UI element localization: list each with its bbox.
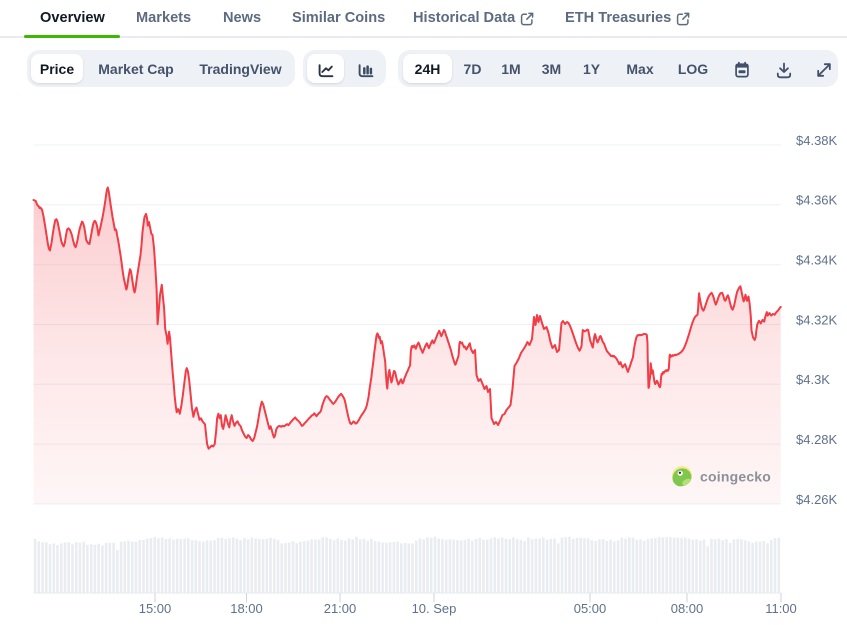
svg-text:$4.26K: $4.26K (796, 492, 838, 507)
svg-text:$4.34K: $4.34K (796, 253, 838, 268)
svg-text:08:00: 08:00 (671, 601, 704, 616)
svg-text:11:00: 11:00 (765, 601, 797, 616)
svg-text:21:00: 21:00 (324, 601, 357, 616)
svg-text:15:00: 15:00 (139, 601, 172, 616)
svg-text:coingecko: coingecko (700, 469, 771, 485)
svg-text:$4.36K: $4.36K (796, 193, 838, 208)
svg-text:$4.38K: $4.38K (796, 133, 838, 148)
svg-text:$4.3K: $4.3K (796, 372, 830, 387)
svg-text:10. Sep: 10. Sep (412, 601, 457, 616)
svg-text:$4.32K: $4.32K (796, 312, 838, 327)
svg-text:$4.28K: $4.28K (796, 432, 838, 447)
svg-text:05:00: 05:00 (574, 601, 607, 616)
svg-text:18:00: 18:00 (230, 601, 263, 616)
